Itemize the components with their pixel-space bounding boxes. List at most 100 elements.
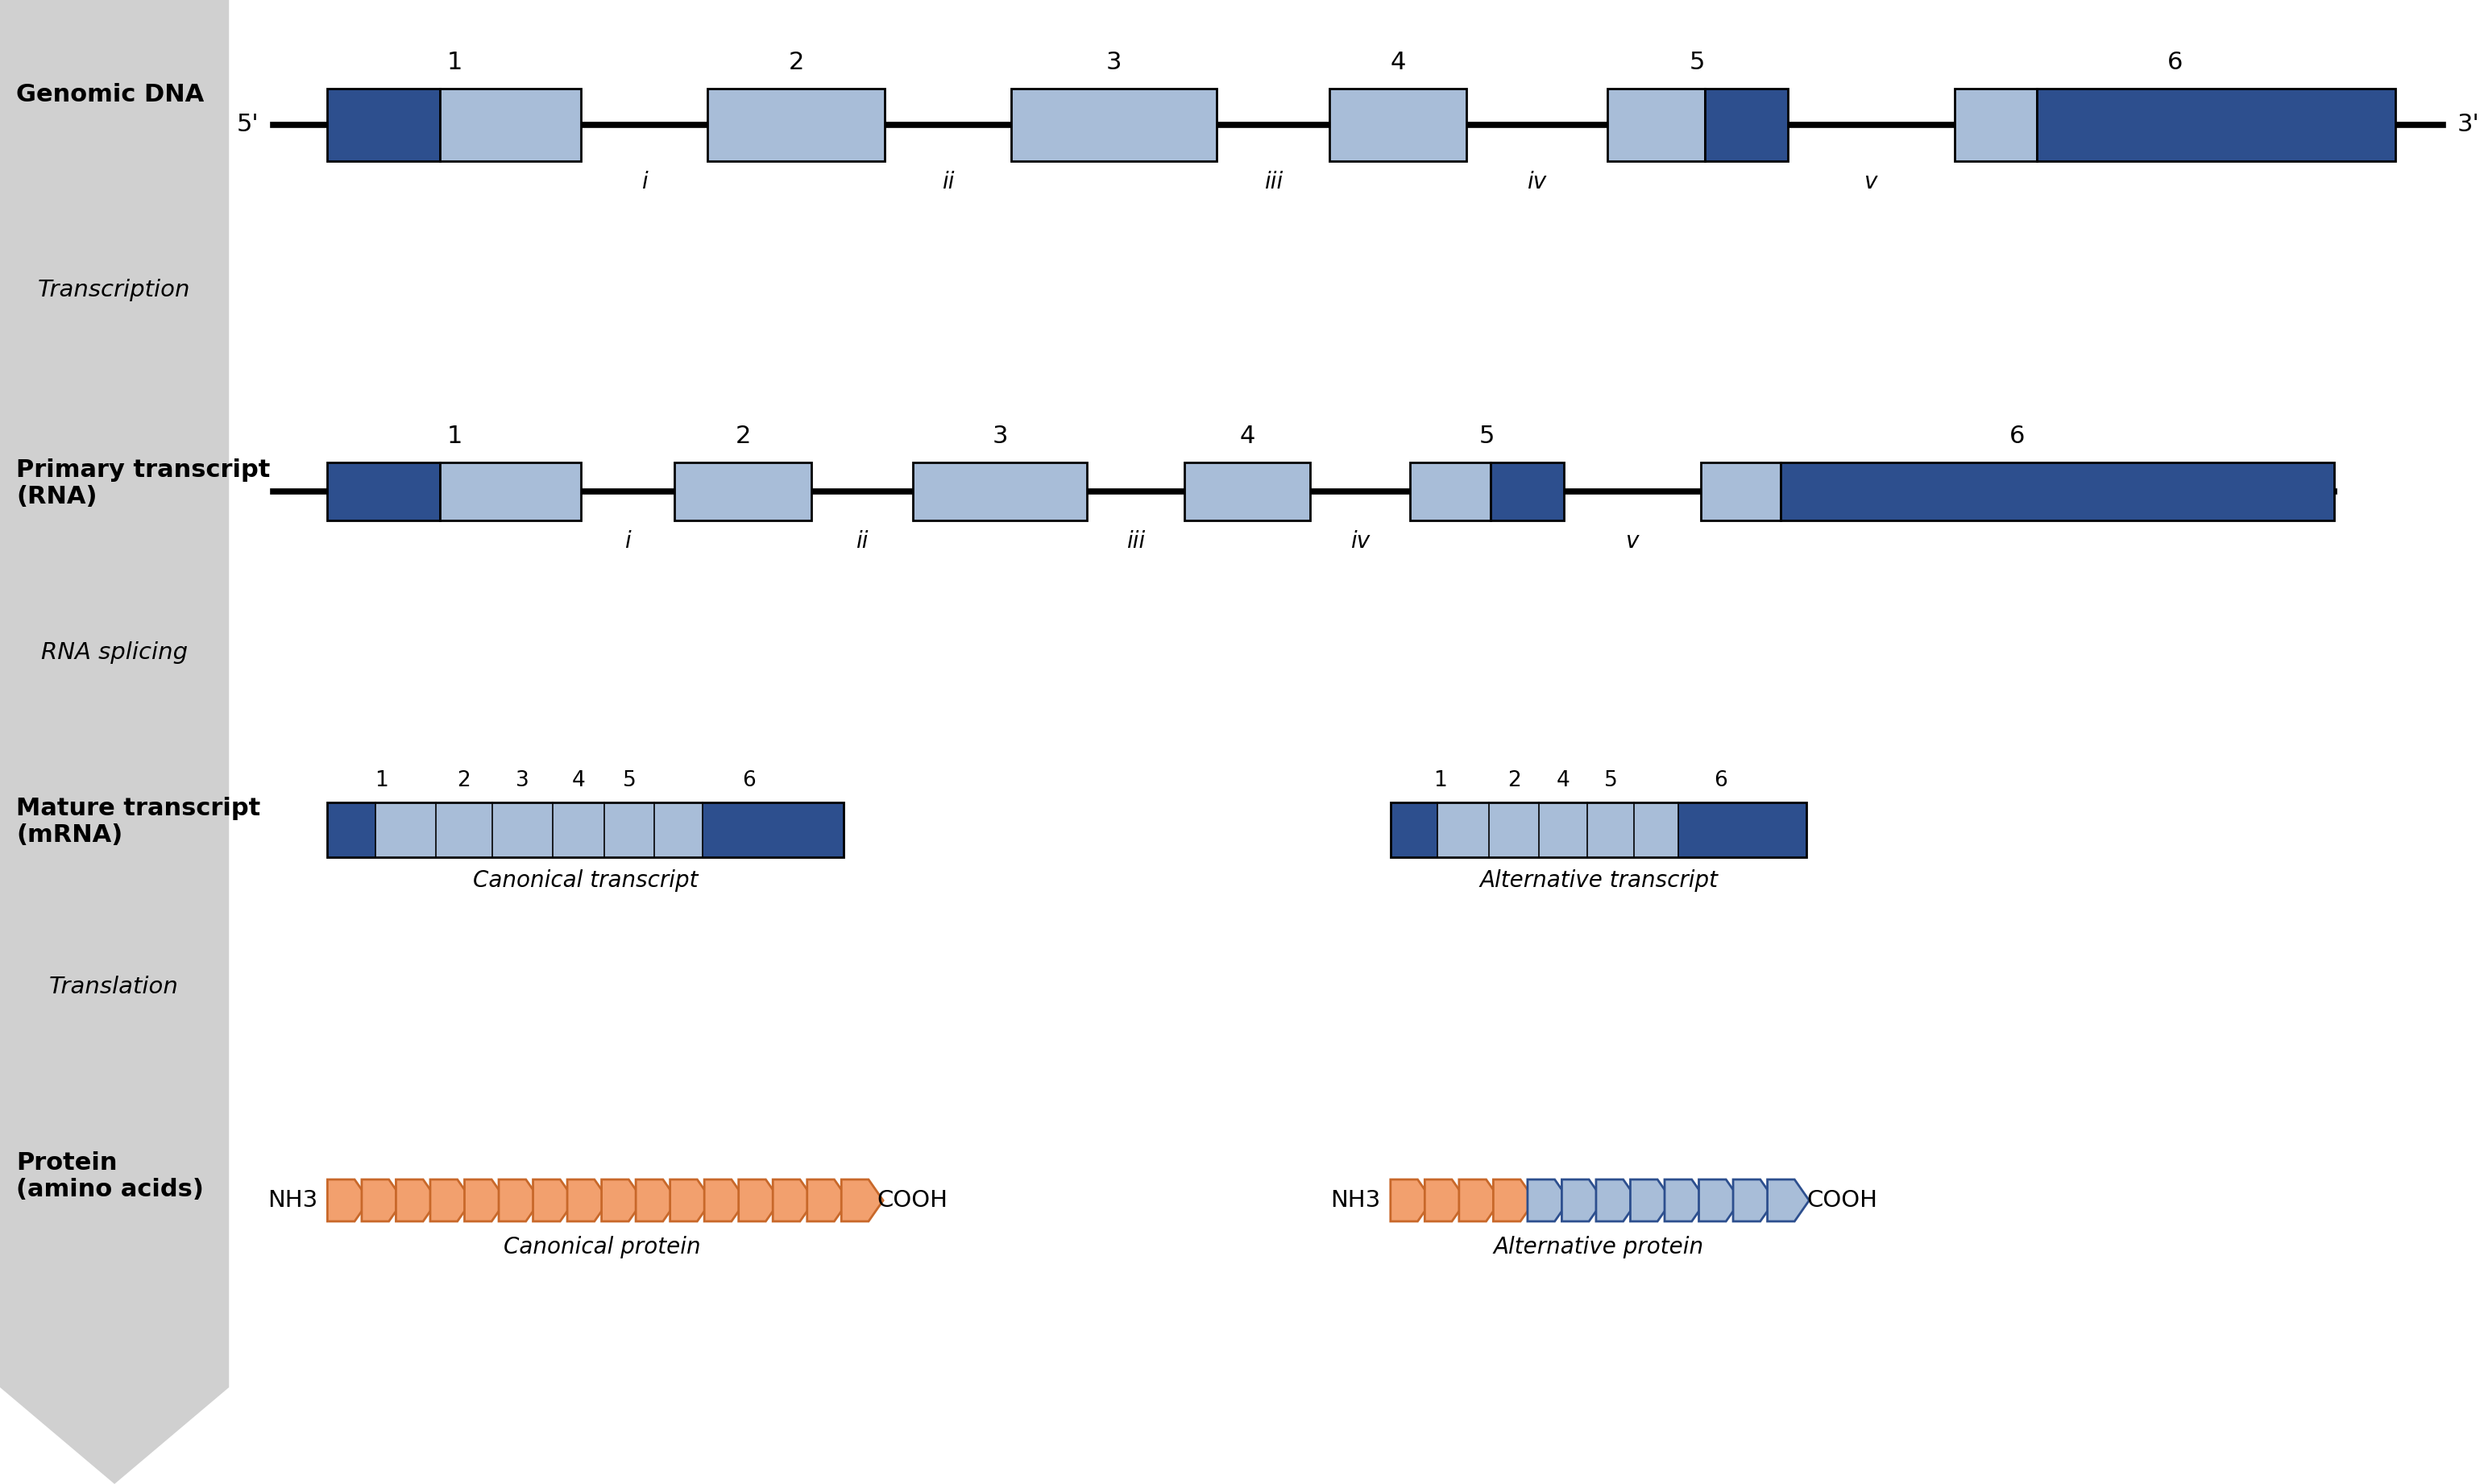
Text: 2: 2 xyxy=(735,424,750,448)
Text: 1: 1 xyxy=(1433,770,1446,791)
Bar xyxy=(1391,803,1806,858)
Text: 4: 4 xyxy=(571,770,586,791)
Bar xyxy=(653,803,703,858)
Bar xyxy=(375,803,435,858)
Text: Mature transcript
(mRNA): Mature transcript (mRNA) xyxy=(15,797,261,847)
Polygon shape xyxy=(738,1180,780,1221)
Text: COOH: COOH xyxy=(1806,1189,1878,1212)
Bar xyxy=(703,803,842,858)
Text: 4: 4 xyxy=(1240,424,1254,448)
Bar xyxy=(328,463,440,521)
Text: Alternative transcript: Alternative transcript xyxy=(1480,870,1719,892)
Bar xyxy=(435,803,492,858)
Polygon shape xyxy=(1630,1180,1672,1221)
Bar xyxy=(1607,89,1704,162)
Bar xyxy=(1587,803,1634,858)
Bar xyxy=(1490,463,1565,521)
Text: 5: 5 xyxy=(623,770,636,791)
Bar xyxy=(1634,803,1679,858)
Bar xyxy=(1011,89,1217,162)
Bar xyxy=(2037,89,2395,162)
Polygon shape xyxy=(395,1180,437,1221)
Bar xyxy=(1391,803,1438,858)
Text: 6: 6 xyxy=(1714,770,1726,791)
Bar xyxy=(1955,89,2037,162)
Text: 3: 3 xyxy=(991,424,1009,448)
Text: 5: 5 xyxy=(1605,770,1617,791)
Polygon shape xyxy=(671,1180,713,1221)
Bar xyxy=(914,463,1088,521)
Bar xyxy=(1329,89,1466,162)
Bar xyxy=(492,803,551,858)
Polygon shape xyxy=(566,1180,609,1221)
Polygon shape xyxy=(1699,1180,1741,1221)
Bar xyxy=(1438,803,1490,858)
Text: 4: 4 xyxy=(1391,50,1406,74)
Bar xyxy=(1781,463,2335,521)
Bar xyxy=(440,463,581,521)
Text: RNA splicing: RNA splicing xyxy=(40,641,186,663)
Polygon shape xyxy=(534,1180,574,1221)
Bar xyxy=(1490,803,1540,858)
Bar xyxy=(1704,89,1788,162)
Polygon shape xyxy=(842,1180,884,1221)
Text: 4: 4 xyxy=(1557,770,1570,791)
Text: Protein
(amino acids): Protein (amino acids) xyxy=(15,1152,204,1202)
Text: 5': 5' xyxy=(236,113,258,137)
Bar xyxy=(328,803,842,858)
Polygon shape xyxy=(807,1180,850,1221)
Polygon shape xyxy=(1391,1180,1433,1221)
Text: NH3: NH3 xyxy=(268,1189,318,1212)
Polygon shape xyxy=(705,1180,745,1221)
Text: 2: 2 xyxy=(457,770,472,791)
Bar xyxy=(1185,463,1309,521)
Polygon shape xyxy=(465,1180,507,1221)
Text: 5: 5 xyxy=(1689,50,1707,74)
Text: 3': 3' xyxy=(2457,113,2479,137)
Text: 6: 6 xyxy=(2166,50,2183,74)
Text: 3: 3 xyxy=(1105,50,1123,74)
Text: 2: 2 xyxy=(1508,770,1520,791)
Bar xyxy=(328,89,440,162)
Bar xyxy=(1679,803,1806,858)
Polygon shape xyxy=(1769,1180,1808,1221)
Text: ii: ii xyxy=(941,171,954,193)
Polygon shape xyxy=(636,1180,678,1221)
Text: 2: 2 xyxy=(787,50,805,74)
Polygon shape xyxy=(773,1180,815,1221)
Bar xyxy=(1540,803,1587,858)
Text: 5: 5 xyxy=(1480,424,1495,448)
Polygon shape xyxy=(1458,1180,1500,1221)
Polygon shape xyxy=(1528,1180,1570,1221)
Bar xyxy=(676,463,812,521)
Polygon shape xyxy=(430,1180,472,1221)
Text: Alternative protein: Alternative protein xyxy=(1493,1236,1704,1258)
Text: 6: 6 xyxy=(743,770,755,791)
Bar xyxy=(551,803,604,858)
Text: i: i xyxy=(626,530,631,552)
Polygon shape xyxy=(328,1180,370,1221)
Text: ii: ii xyxy=(857,530,869,552)
Bar xyxy=(1411,463,1490,521)
Text: iii: iii xyxy=(1125,530,1145,552)
Text: Translation: Translation xyxy=(50,975,179,999)
Bar xyxy=(708,89,884,162)
Text: Genomic DNA: Genomic DNA xyxy=(15,83,204,107)
Text: Canonical transcript: Canonical transcript xyxy=(472,870,698,892)
Text: 1: 1 xyxy=(447,424,462,448)
Polygon shape xyxy=(363,1180,402,1221)
Polygon shape xyxy=(1734,1180,1776,1221)
Text: NH3: NH3 xyxy=(1331,1189,1381,1212)
Bar xyxy=(440,89,581,162)
Text: iii: iii xyxy=(1264,171,1282,193)
Text: iv: iv xyxy=(1528,171,1548,193)
Text: iv: iv xyxy=(1351,530,1369,552)
Text: i: i xyxy=(641,171,648,193)
Polygon shape xyxy=(1562,1180,1605,1221)
Polygon shape xyxy=(1664,1180,1707,1221)
Text: 3: 3 xyxy=(517,770,529,791)
Bar xyxy=(1702,463,1781,521)
Text: Transcription: Transcription xyxy=(37,279,191,301)
Text: 6: 6 xyxy=(2010,424,2024,448)
Bar xyxy=(328,803,375,858)
